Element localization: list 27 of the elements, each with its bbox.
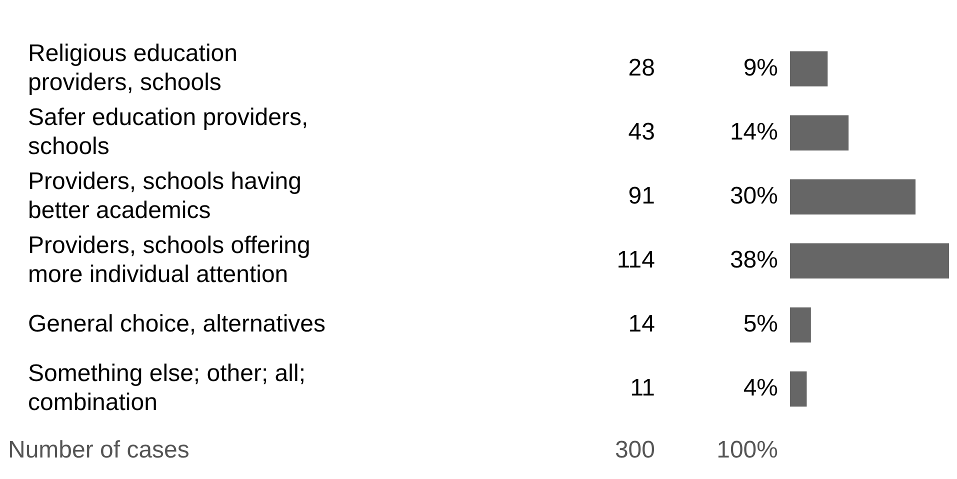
y-tick-label: Providers, schools offering more individual attention xyxy=(28,232,310,288)
bar xyxy=(790,307,811,343)
text: 300 xyxy=(614,436,655,464)
data-label: 38% xyxy=(730,246,778,274)
data-label: 30% xyxy=(730,182,778,210)
text: 100% xyxy=(716,436,778,464)
text: Number of cases xyxy=(8,436,190,464)
bar xyxy=(790,243,949,279)
text: 11 xyxy=(630,374,655,402)
bar xyxy=(790,371,807,407)
text: 114 xyxy=(616,246,655,274)
data-label: 14% xyxy=(730,118,778,146)
bar xyxy=(790,179,916,214)
data-label: 9% xyxy=(743,54,778,82)
text: 91 xyxy=(628,182,655,210)
text: 43 xyxy=(628,118,655,146)
data-label: 5% xyxy=(743,310,778,338)
data-label: 4% xyxy=(743,374,778,402)
text: 14 xyxy=(628,310,655,338)
y-tick-label: Something else; other; all; combination xyxy=(28,360,306,416)
y-tick-label: Safer education providers, schools xyxy=(28,104,308,160)
y-tick-label: Religious education providers, schools xyxy=(28,40,238,96)
y-tick-label: General choice, alternatives xyxy=(28,310,326,338)
text: 28 xyxy=(628,54,655,82)
bar xyxy=(790,115,849,150)
y-tick-label: Providers, schools having better academics xyxy=(28,168,302,224)
bar xyxy=(790,51,828,86)
